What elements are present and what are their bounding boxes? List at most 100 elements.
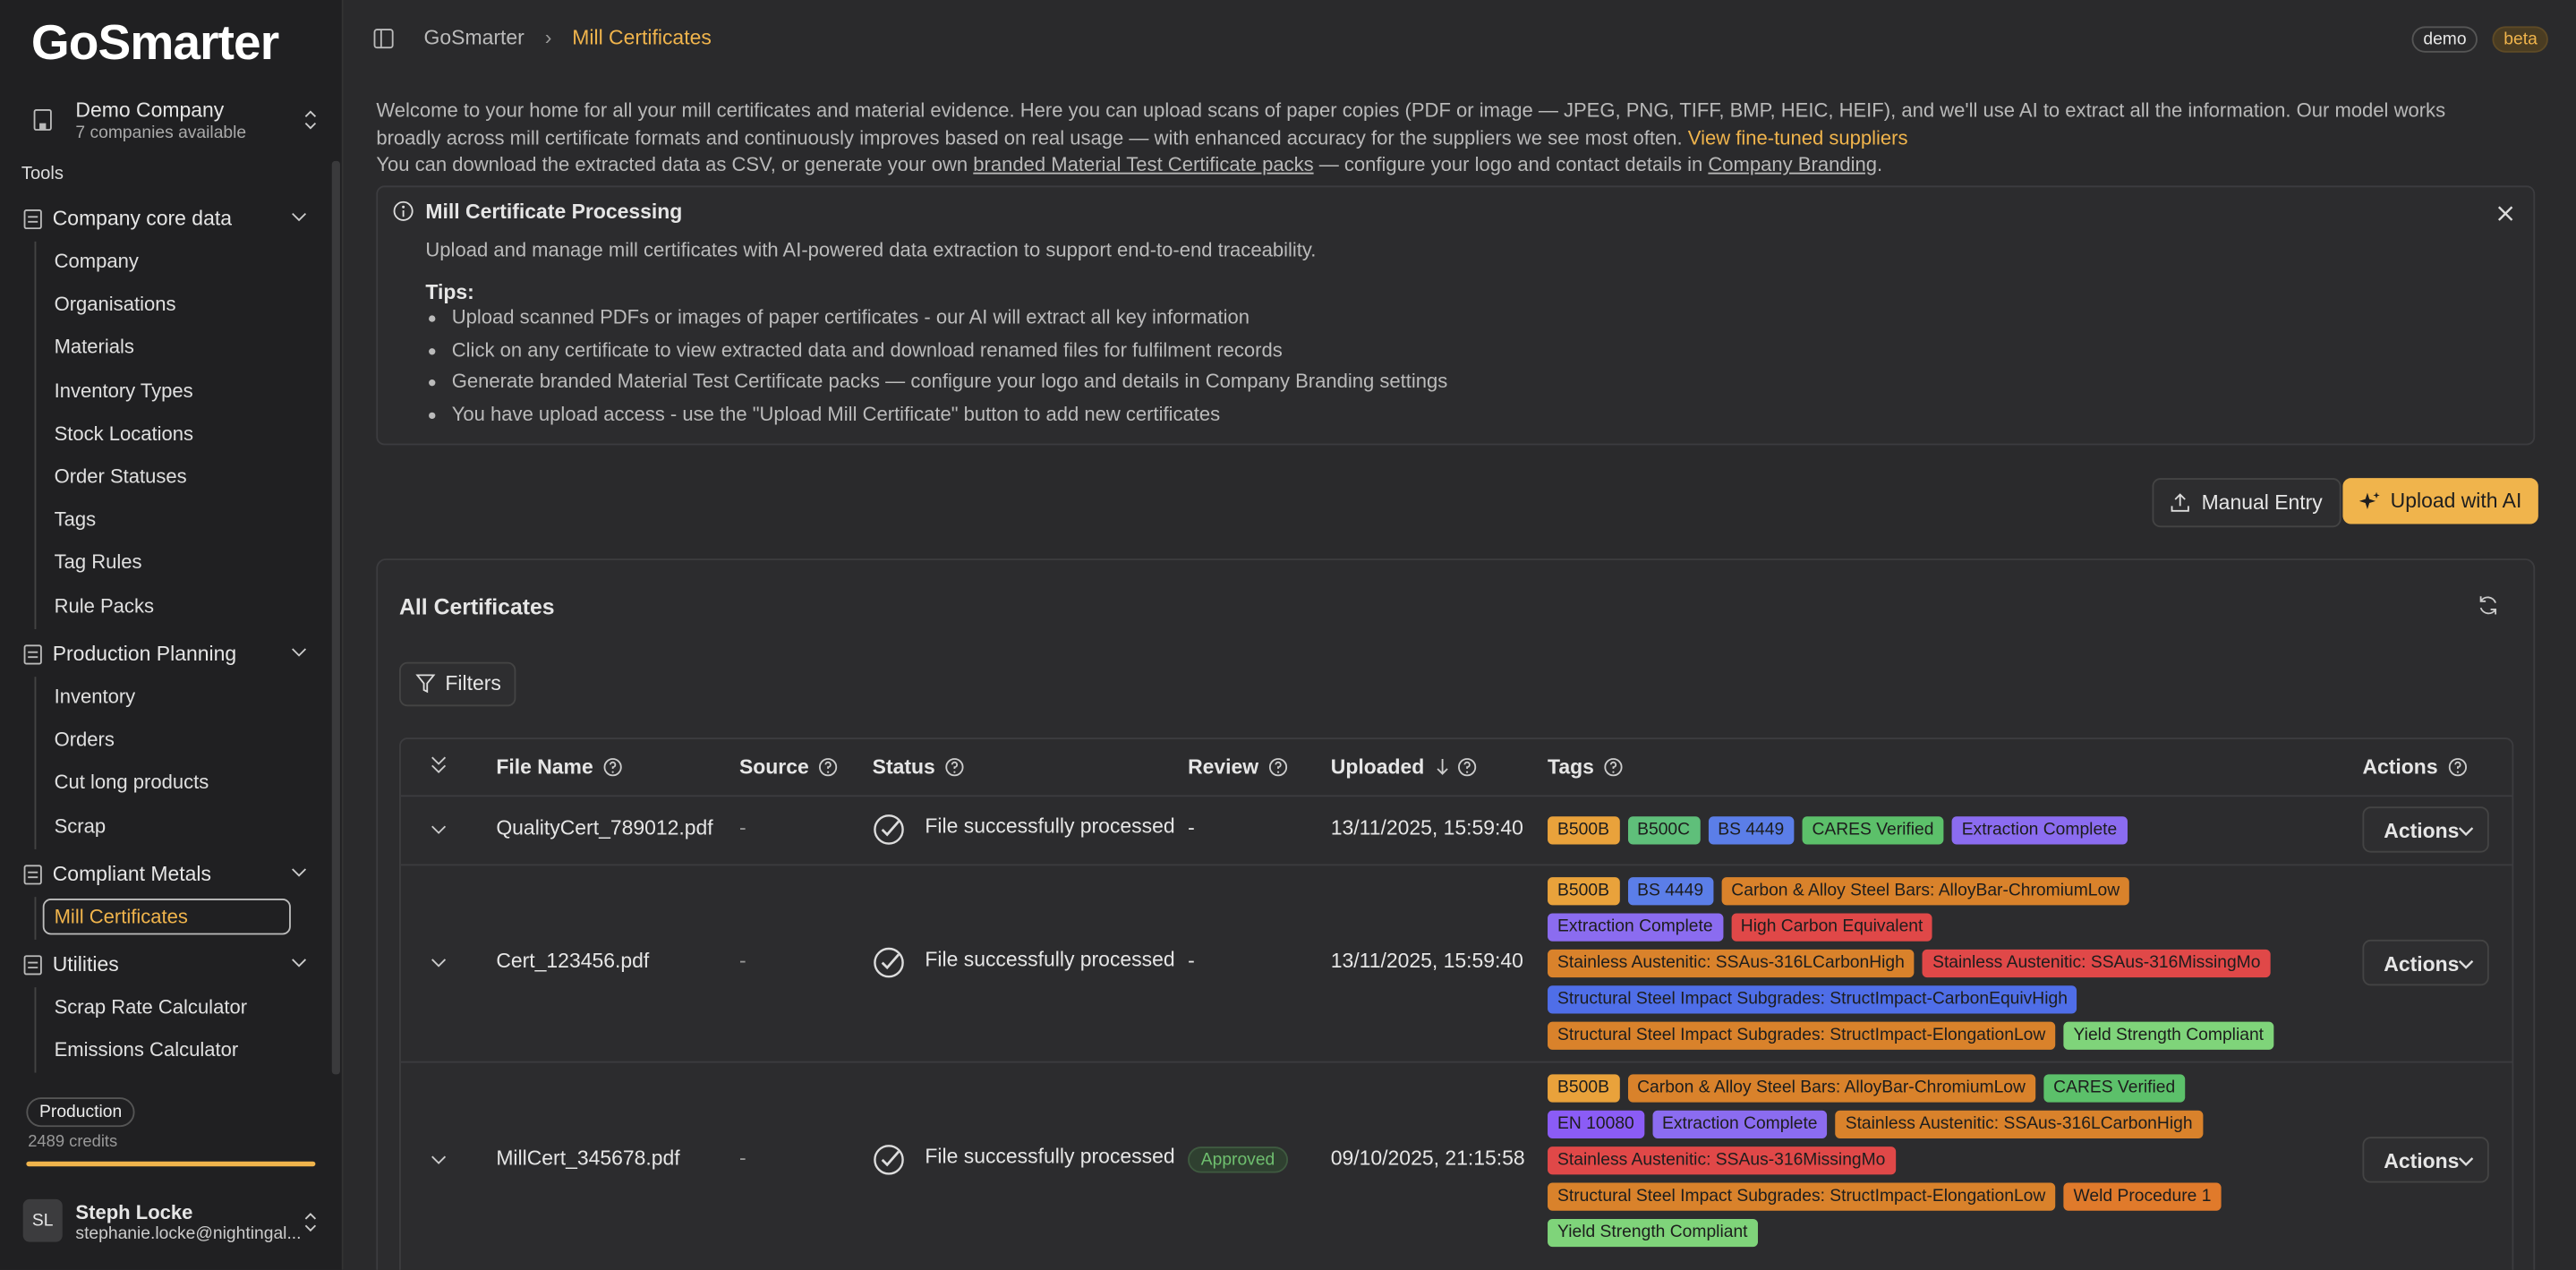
intro-link[interactable]: Company Branding xyxy=(1708,152,1877,176)
crumb-link[interactable]: GoSmarter xyxy=(423,26,525,50)
row-expand xyxy=(431,1155,447,1164)
column-header[interactable]: Review xyxy=(1188,755,1259,780)
status: File successfully processed xyxy=(925,948,1175,971)
file-name[interactable]: Cert_123456.pdf xyxy=(496,949,650,973)
column-header[interactable]: Status xyxy=(872,755,935,780)
tag[interactable]: Extraction Complete xyxy=(1651,1109,1828,1138)
row-expand xyxy=(431,959,447,967)
nav-item[interactable]: Materials xyxy=(54,336,134,359)
nav-item[interactable]: Rule Packs xyxy=(54,593,154,618)
help-icon xyxy=(603,758,622,777)
uploaded: 13/11/2025, 15:59:40 xyxy=(1330,816,1523,840)
tag[interactable]: Structural Steel Impact Subgrades: Struc… xyxy=(1548,1020,2056,1049)
nav-group[interactable]: Company core data xyxy=(20,205,315,234)
button-label: Actions xyxy=(2384,1149,2460,1173)
help-icon xyxy=(1457,758,1477,777)
status-icon xyxy=(874,814,904,845)
tag[interactable]: Carbon & Alloy Steel Bars: AlloyBar-Chro… xyxy=(1721,876,2130,905)
manual-entry-button[interactable]: Manual Entry xyxy=(2152,478,2341,528)
group-label: Production Planning xyxy=(52,642,237,666)
group-label: Company core data xyxy=(52,207,232,230)
tag[interactable]: Weld Procedure 1 xyxy=(2063,1181,2222,1210)
close[interactable] xyxy=(2497,205,2513,221)
company-switcher[interactable]: Demo Company 7 companies available xyxy=(20,95,322,148)
sidebar-toggle[interactable] xyxy=(373,28,397,49)
nav-item[interactable]: Scrap xyxy=(54,814,107,838)
nav-item[interactable]: Stock Locations xyxy=(54,422,194,446)
nav-group[interactable]: Utilities xyxy=(20,951,315,981)
nav-item[interactable]: Inventory Types xyxy=(54,379,193,402)
chevron xyxy=(292,868,307,877)
column-header[interactable]: Uploaded xyxy=(1330,755,1425,780)
upload-ai-button[interactable]: Upload with AI xyxy=(2342,478,2538,524)
column-header[interactable]: Actions xyxy=(2362,755,2438,780)
nav-item[interactable]: Orders xyxy=(54,728,115,752)
tag[interactable]: Stainless Austenitic: SSAus-316MissingMo xyxy=(1548,1146,1896,1174)
nav-item[interactable]: Organisations xyxy=(54,293,176,316)
tag[interactable]: B500B xyxy=(1548,876,1619,905)
tag[interactable]: CARES Verified xyxy=(1802,815,1944,844)
tag[interactable]: Yield Strength Compliant xyxy=(2063,1020,2274,1049)
tag[interactable]: BS 4449 xyxy=(1708,815,1795,844)
info-box: Mill Certificate Processing Upload and m… xyxy=(376,185,2536,446)
status-icon xyxy=(874,1145,904,1175)
credits: 2489 credits xyxy=(28,1133,118,1152)
company-subtitle: 7 companies available xyxy=(75,123,247,143)
nav-item[interactable]: Mill Certificates xyxy=(42,899,291,935)
tag[interactable]: Structural Steel Impact Subgrades: Struc… xyxy=(1548,1181,2056,1210)
actions-button[interactable]: Actions xyxy=(2362,1137,2489,1183)
filters-button[interactable]: Filters xyxy=(399,661,516,707)
tag[interactable]: B500C xyxy=(1627,815,1701,844)
tag[interactable]: B500B xyxy=(1548,1073,1619,1102)
tag[interactable]: Stainless Austenitic: SSAus-316MissingMo xyxy=(1923,949,2271,977)
file-name[interactable]: QualityCert_789012.pdf xyxy=(496,816,713,840)
nav-item[interactable]: Emissions Calculator xyxy=(54,1038,239,1062)
intro-link[interactable]: View fine-tuned suppliers xyxy=(1687,125,1908,149)
tag[interactable]: Carbon & Alloy Steel Bars: AlloyBar-Chro… xyxy=(1627,1073,2035,1102)
intro-link[interactable]: branded Material Test Certificate packs xyxy=(973,152,1314,176)
plan-badge: Production xyxy=(26,1097,135,1128)
intro-text: Welcome to your home for all your mill c… xyxy=(376,98,2446,149)
tag[interactable]: Stainless Austenitic: SSAus-316LCarbonHi… xyxy=(1548,949,1915,977)
tag[interactable]: Stainless Austenitic: SSAus-316LCarbonHi… xyxy=(1835,1109,2203,1138)
tag[interactable]: High Carbon Equivalent xyxy=(1730,912,1933,941)
tips-label: Tips: xyxy=(425,280,474,304)
actions-button[interactable]: Actions xyxy=(2362,806,2489,853)
button-label: Manual Entry xyxy=(2201,490,2323,515)
tag[interactable]: B500B xyxy=(1548,815,1619,844)
tag[interactable]: Yield Strength Compliant xyxy=(1548,1218,1758,1247)
nav-item[interactable]: Cut long products xyxy=(54,771,209,795)
column-header[interactable]: Tags xyxy=(1548,755,1594,780)
nav-group[interactable]: Production Planning xyxy=(20,641,315,670)
tag[interactable]: Extraction Complete xyxy=(1548,912,1723,941)
actions-button[interactable]: Actions xyxy=(2362,939,2489,986)
column-header[interactable]: Source xyxy=(738,755,809,780)
group-icon xyxy=(23,644,42,665)
uploaded: 13/11/2025, 15:59:40 xyxy=(1330,949,1523,973)
tag[interactable]: BS 4449 xyxy=(1627,876,1714,905)
nav-item[interactable]: Inventory xyxy=(54,685,136,709)
nav-rail xyxy=(34,241,37,629)
nav-group[interactable]: Compliant Metals xyxy=(20,861,315,891)
column-header[interactable]: File Name xyxy=(496,755,593,780)
refresh[interactable] xyxy=(2478,594,2499,616)
nav-item[interactable]: Order Statuses xyxy=(54,465,187,489)
crumb-sep: › xyxy=(544,26,552,50)
file-name[interactable]: MillCert_345678.pdf xyxy=(496,1146,680,1170)
status: File successfully processed xyxy=(925,1145,1175,1169)
tag[interactable]: Extraction Complete xyxy=(1951,815,2128,844)
nav-item[interactable]: Tag Rules xyxy=(54,550,142,575)
nav-item[interactable]: Tags xyxy=(54,507,97,532)
upload-icon xyxy=(2171,493,2189,512)
nav-item[interactable]: Scrap Rate Calculator xyxy=(54,995,248,1019)
breadcrumb: GoSmarter › Mill Certificates xyxy=(424,26,712,49)
row-divider xyxy=(400,795,2512,797)
filter-icon xyxy=(415,674,436,694)
nav-item[interactable]: Company xyxy=(54,249,139,273)
logo[interactable]: GoSmarter xyxy=(30,16,279,71)
company-icon xyxy=(33,109,52,131)
tag[interactable]: CARES Verified xyxy=(2043,1073,2186,1102)
tag[interactable]: EN 10080 xyxy=(1548,1109,1644,1138)
tag[interactable]: Structural Steel Impact Subgrades: Struc… xyxy=(1548,984,2077,1013)
user-menu[interactable]: SL Steph Locke stephanie.locke@nightinga… xyxy=(22,1198,319,1245)
